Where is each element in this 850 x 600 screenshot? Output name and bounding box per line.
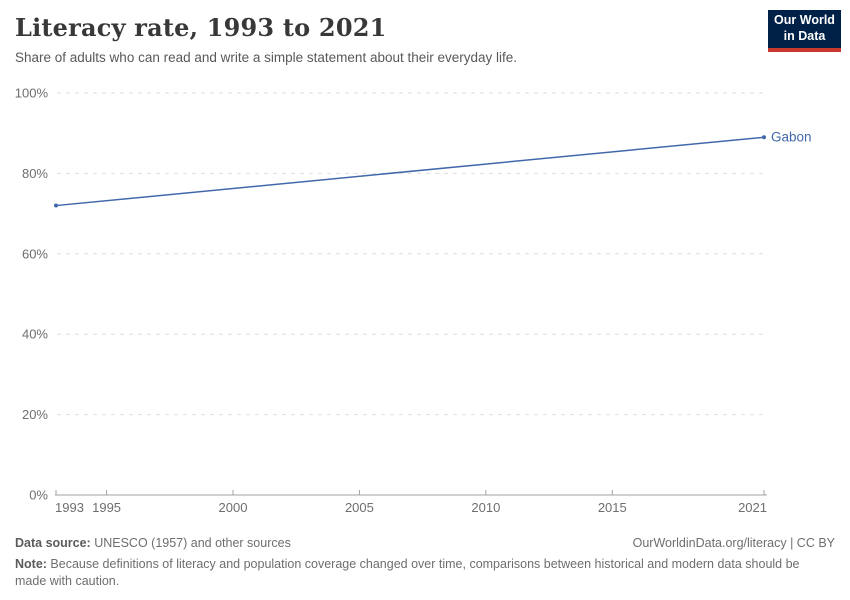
- x-axis: 1993 1995 2000 2005 2010 2015 2021: [55, 490, 767, 515]
- y-tick-label: 0%: [29, 488, 48, 503]
- x-tick-label: 2021: [738, 500, 767, 515]
- chart-subtitle: Share of adults who can read and write a…: [15, 49, 518, 65]
- chart-note: Note: Because definitions of literacy an…: [15, 556, 821, 589]
- x-tick-label: 2015: [598, 500, 627, 515]
- series-end-point[interactable]: [762, 135, 766, 140]
- series-line[interactable]: [55, 136, 765, 207]
- data-source-label: Data source:: [15, 536, 91, 550]
- y-tick-label: 100%: [15, 86, 49, 101]
- series-label[interactable]: Gabon: [771, 130, 812, 145]
- note-label: Note:: [15, 557, 47, 572]
- chart-area[interactable]: 0% 20% 40% 60% 80% 100% 1993 1995 2000 2005 2010 20…: [0, 80, 850, 530]
- x-tick-label: 2005: [345, 500, 374, 515]
- page-title: Literacy rate, 1993 to 2021: [15, 13, 387, 42]
- y-tick-label: 60%: [22, 246, 48, 261]
- line-chart[interactable]: 0% 20% 40% 60% 80% 100% 1993 1995 2000 2005 2010 20…: [0, 80, 850, 530]
- y-tick-label: 40%: [22, 327, 48, 342]
- owid-logo-line2: in Data: [783, 29, 826, 43]
- data-source: Data source: UNESCO (1957) and other sou…: [15, 535, 291, 551]
- y-axis-labels: 0% 20% 40% 60% 80% 100%: [15, 86, 49, 503]
- x-tick-label: 1995: [92, 500, 121, 515]
- owid-logo-line1: Our World: [774, 13, 835, 28]
- owid-logo[interactable]: Our World in Data: [768, 10, 841, 52]
- data-source-text: UNESCO (1957) and other sources: [90, 536, 291, 550]
- note-text: Because definitions of literacy and popu…: [15, 557, 800, 588]
- series-gabon[interactable]: Gabon: [54, 130, 812, 208]
- chart-header: Literacy rate, 1993 to 2021 Share of adu…: [0, 0, 850, 80]
- owid-license-link[interactable]: OurWorldinData.org/literacy | CC BY: [632, 536, 835, 550]
- series-start-point[interactable]: [54, 203, 58, 208]
- x-tick-label: 1993: [55, 500, 84, 515]
- y-gridlines: [55, 92, 767, 496]
- chart-footer: Data source: UNESCO (1957) and other sou…: [0, 530, 850, 589]
- y-tick-label: 80%: [22, 166, 48, 181]
- x-tick-label: 2010: [471, 500, 500, 515]
- x-tick-label: 2000: [219, 500, 248, 515]
- y-tick-label: 20%: [22, 407, 48, 422]
